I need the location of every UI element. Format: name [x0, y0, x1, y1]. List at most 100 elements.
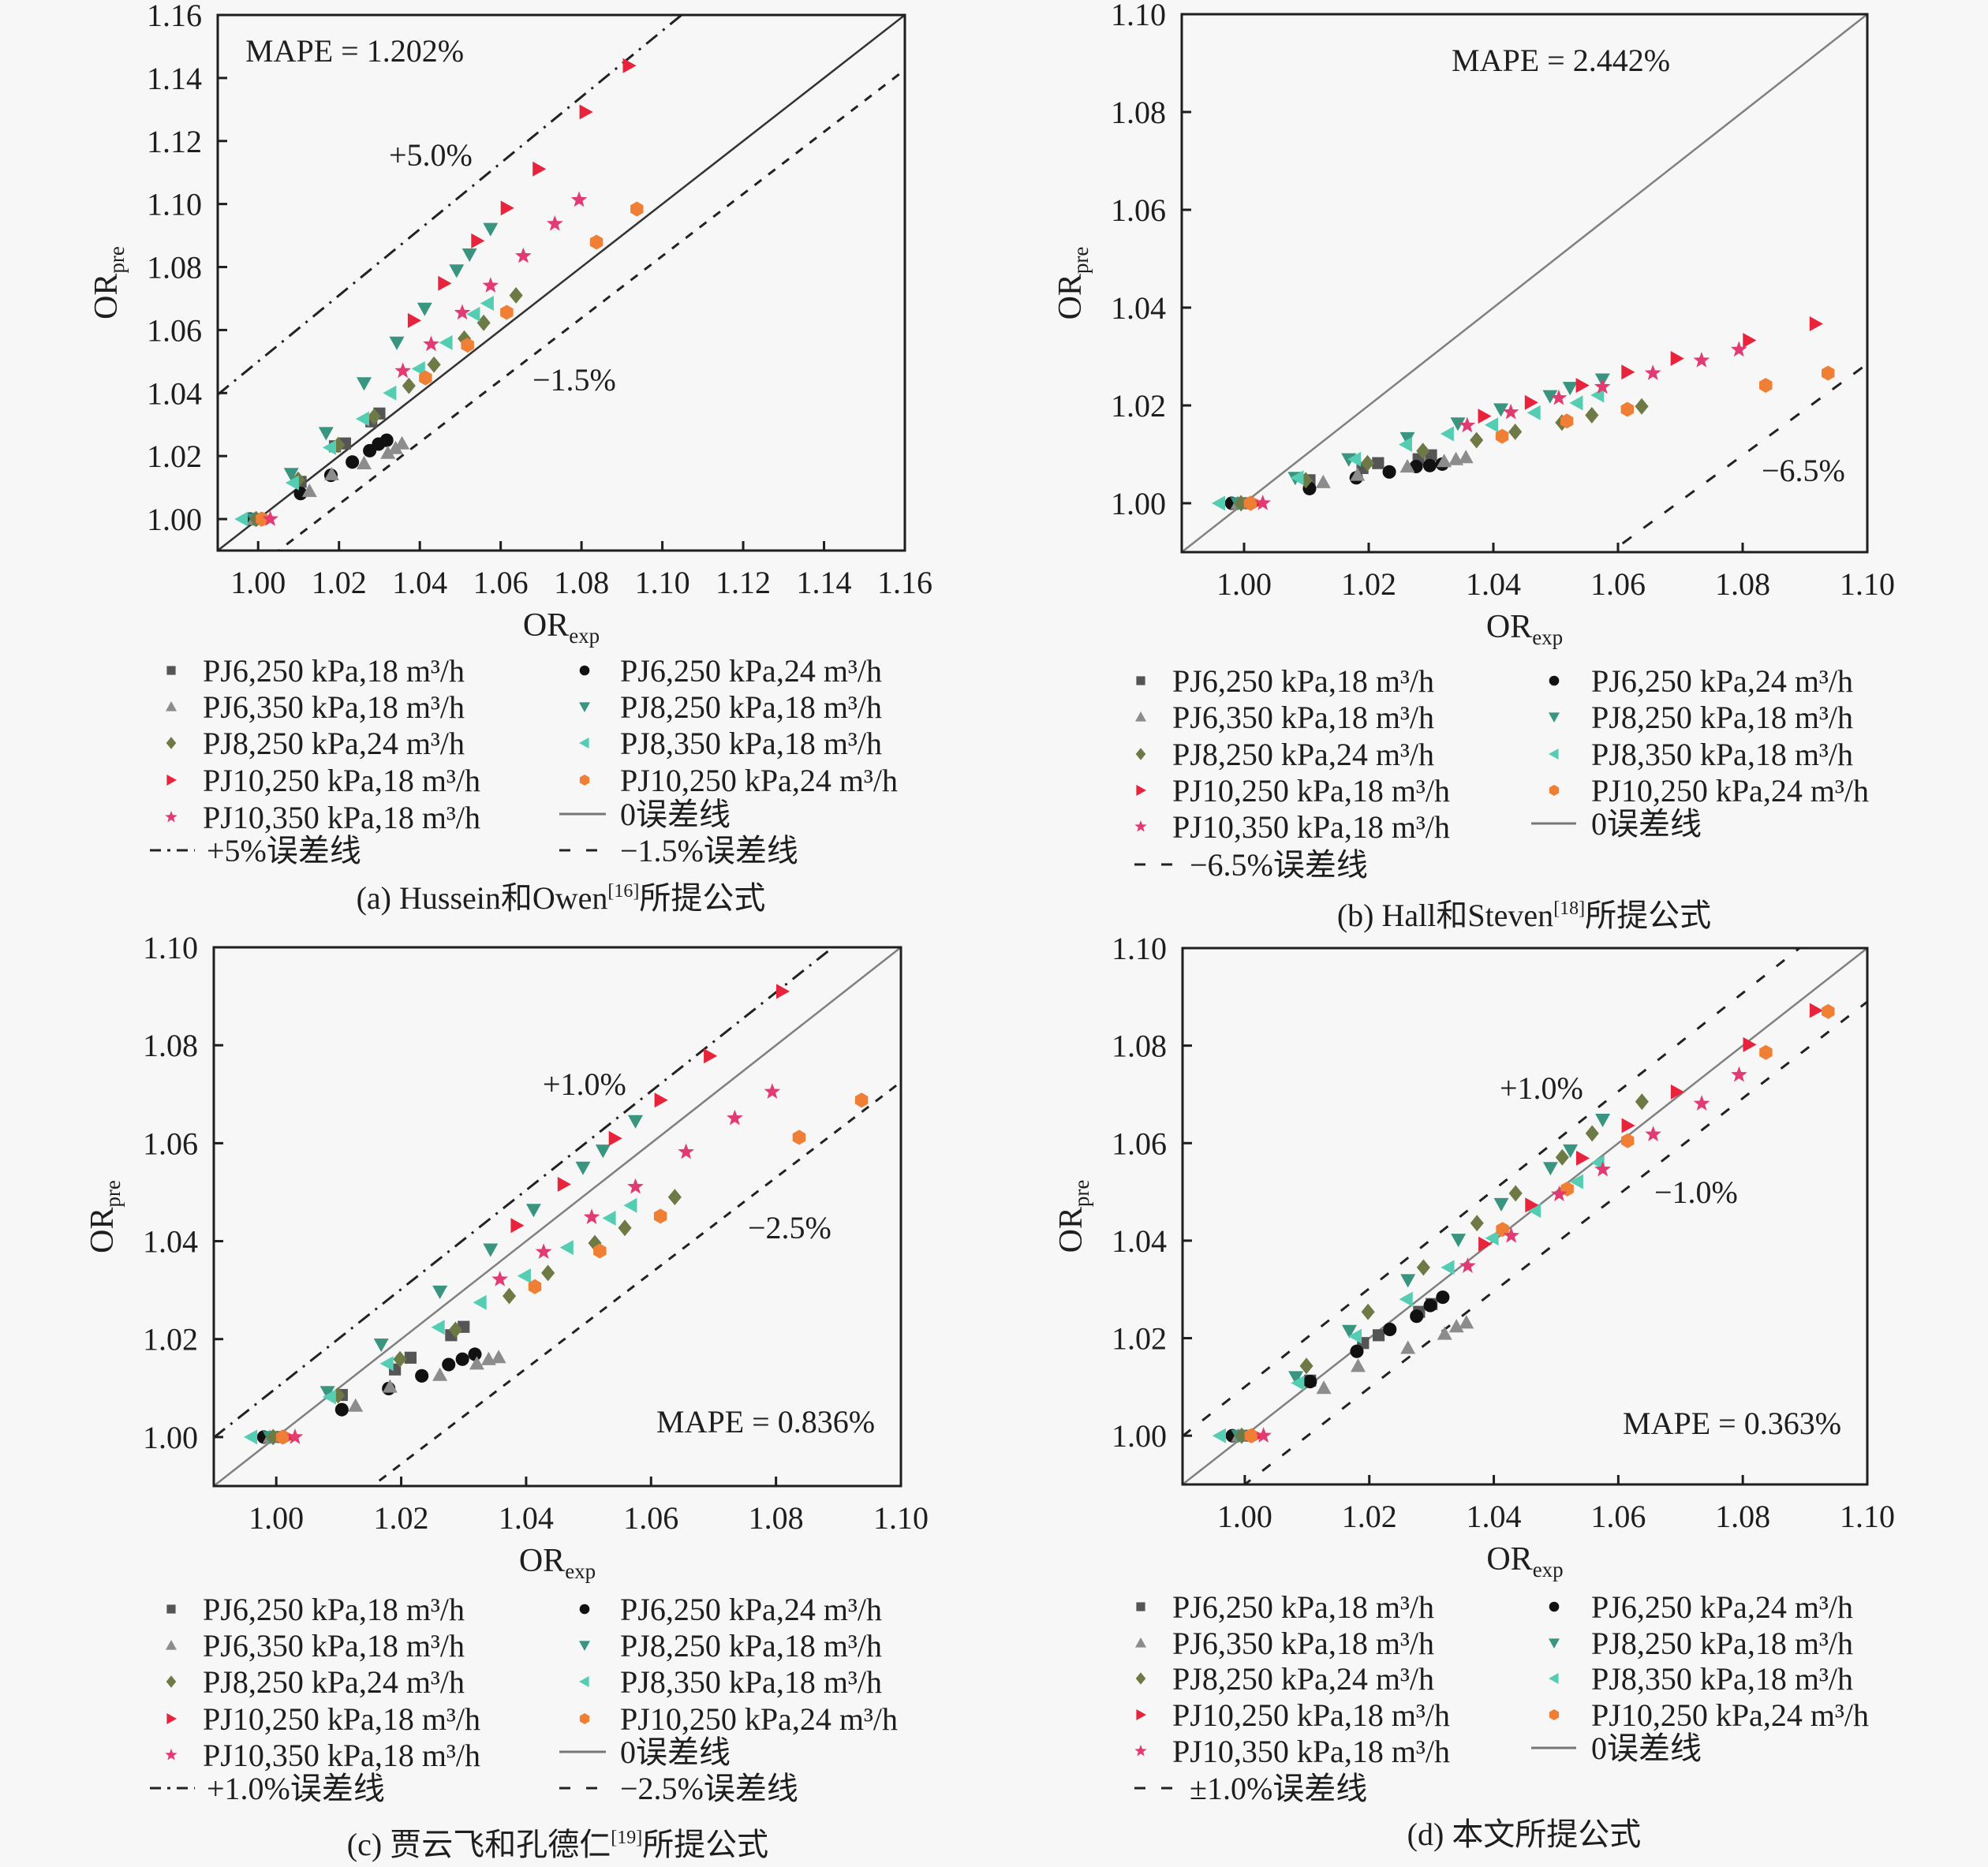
y-axis-label: ORpre	[1053, 1180, 1093, 1253]
data-point	[1361, 1303, 1375, 1320]
data-point	[1440, 426, 1454, 442]
data-point	[469, 1356, 484, 1370]
data-point	[1244, 1428, 1257, 1443]
square-marker-icon	[1136, 1602, 1145, 1611]
data-point	[1423, 1298, 1437, 1313]
mape-label: MAPE = 0.836%	[656, 1404, 875, 1439]
data-point	[608, 1130, 622, 1146]
legend-item: +5%误差线	[150, 833, 361, 868]
series-triangle-right	[1250, 316, 1823, 511]
legend-item: PJ6,350 kPa,18 m³/h	[166, 1628, 465, 1663]
data-point	[678, 1143, 694, 1159]
star-marker-icon	[1134, 820, 1147, 832]
data-point	[1620, 401, 1635, 417]
circle-marker-icon	[1549, 1601, 1560, 1612]
data-point	[491, 1350, 506, 1364]
data-point	[373, 1339, 389, 1353]
upper-error-annotation: +1.0%	[543, 1066, 626, 1102]
x-tick-label: 1.00	[1217, 1499, 1272, 1534]
data-point	[1502, 403, 1519, 420]
legend-label: 0误差线	[1591, 806, 1702, 842]
series-triangle-left	[1212, 1155, 1605, 1443]
data-point	[355, 411, 369, 427]
legend-label: PJ6,250 kPa,24 m³/h	[620, 1592, 882, 1627]
data-point	[439, 334, 453, 350]
data-point	[630, 201, 644, 217]
y-tick-label: 1.10	[1112, 931, 1167, 966]
series-hexagon	[1244, 1003, 1835, 1443]
legend-label: PJ6,250 kPa,24 m³/h	[620, 653, 882, 689]
data-point	[1542, 1162, 1558, 1176]
square-marker-icon	[166, 1604, 176, 1614]
circle-marker-icon	[1549, 675, 1560, 686]
legend-label: PJ8,250 kPa,18 m³/h	[620, 689, 882, 725]
data-point	[1383, 1322, 1397, 1336]
upper-error-annotation: +5.0%	[389, 137, 473, 173]
data-point	[455, 1352, 469, 1366]
diamond-marker-icon	[166, 737, 177, 749]
data-point	[1470, 431, 1484, 449]
data-point	[541, 1264, 555, 1282]
y-axis-label-base: OR	[84, 1208, 121, 1253]
y-tick-label: 1.10	[147, 187, 202, 222]
data-point	[449, 264, 465, 278]
legend-item: −1.5%误差线	[559, 833, 798, 868]
triangle-left-marker-icon	[579, 1676, 589, 1687]
y-axis-label: ORpre	[88, 246, 129, 319]
data-point	[1350, 1344, 1364, 1358]
y-axis-label: ORpre	[1052, 247, 1093, 320]
data-point	[1525, 1197, 1539, 1213]
legend-item: PJ8,250 kPa,24 m³/h	[1135, 737, 1434, 772]
data-point	[286, 1428, 304, 1444]
data-point	[1508, 1185, 1523, 1202]
series-circle	[1225, 1290, 1450, 1443]
legend-label: PJ10,250 kPa,18 m³/h	[1172, 773, 1450, 808]
data-point	[667, 1189, 682, 1206]
data-point	[1809, 1003, 1823, 1018]
legend-label: PJ6,350 kPa,18 m³/h	[1172, 1626, 1434, 1661]
y-tick-label: 1.02	[1111, 388, 1166, 424]
plot-frame	[212, 946, 902, 1488]
legend-item: 0误差线	[1531, 1731, 1702, 1766]
data-point	[622, 58, 637, 73]
data-point	[557, 1177, 571, 1192]
data-point	[331, 1387, 346, 1404]
data-point	[1212, 1428, 1226, 1443]
x-tick-label: 1.10	[873, 1500, 929, 1536]
data-point	[525, 1204, 541, 1218]
data-point	[1399, 1291, 1413, 1307]
triangle-up-marker-icon	[1135, 1637, 1146, 1648]
lower-error-line	[1609, 363, 1867, 552]
data-point	[387, 440, 403, 454]
data-point	[382, 1379, 398, 1393]
x-tick-label: 1.02	[1342, 1499, 1397, 1534]
data-point	[1470, 1215, 1484, 1232]
data-point	[589, 234, 604, 250]
data-point	[491, 1271, 508, 1286]
y-tick-label: 1.08	[143, 1028, 198, 1063]
data-point	[1562, 382, 1578, 396]
x-tick-label: 1.04	[392, 565, 447, 600]
panel-c: 1.00 1.02 1.04 1.06 1.08 1.10 1.00 1.02 1.04 1.06…	[84, 930, 929, 1862]
x-tick-label: 1.00	[248, 1500, 304, 1536]
data-point	[417, 302, 432, 316]
data-point	[1484, 417, 1498, 433]
triangle-right-marker-icon	[166, 775, 177, 786]
upper-error-annotation: +1.0%	[1500, 1070, 1583, 1106]
data-point	[471, 233, 485, 248]
data-point	[1458, 450, 1474, 464]
data-points	[1212, 1003, 1835, 1444]
legend-item: PJ6,250 kPa,18 m³/h	[1136, 1589, 1434, 1625]
data-point	[476, 314, 491, 331]
data-point	[1542, 390, 1558, 404]
legend-label: 0误差线	[620, 797, 731, 832]
y-axis-label-subscript: pre	[101, 1180, 125, 1207]
data-point	[483, 222, 499, 237]
data-point	[483, 1243, 499, 1257]
x-tick-label: 1.10	[1840, 1499, 1895, 1534]
data-point	[1254, 495, 1272, 510]
legend: PJ6,250 kPa,18 m³/h PJ6,250 kPa,24 m³/hPJ…	[150, 1592, 898, 1806]
data-point	[442, 1357, 456, 1372]
data-point	[404, 1351, 417, 1364]
upper-error-line	[214, 947, 835, 1439]
